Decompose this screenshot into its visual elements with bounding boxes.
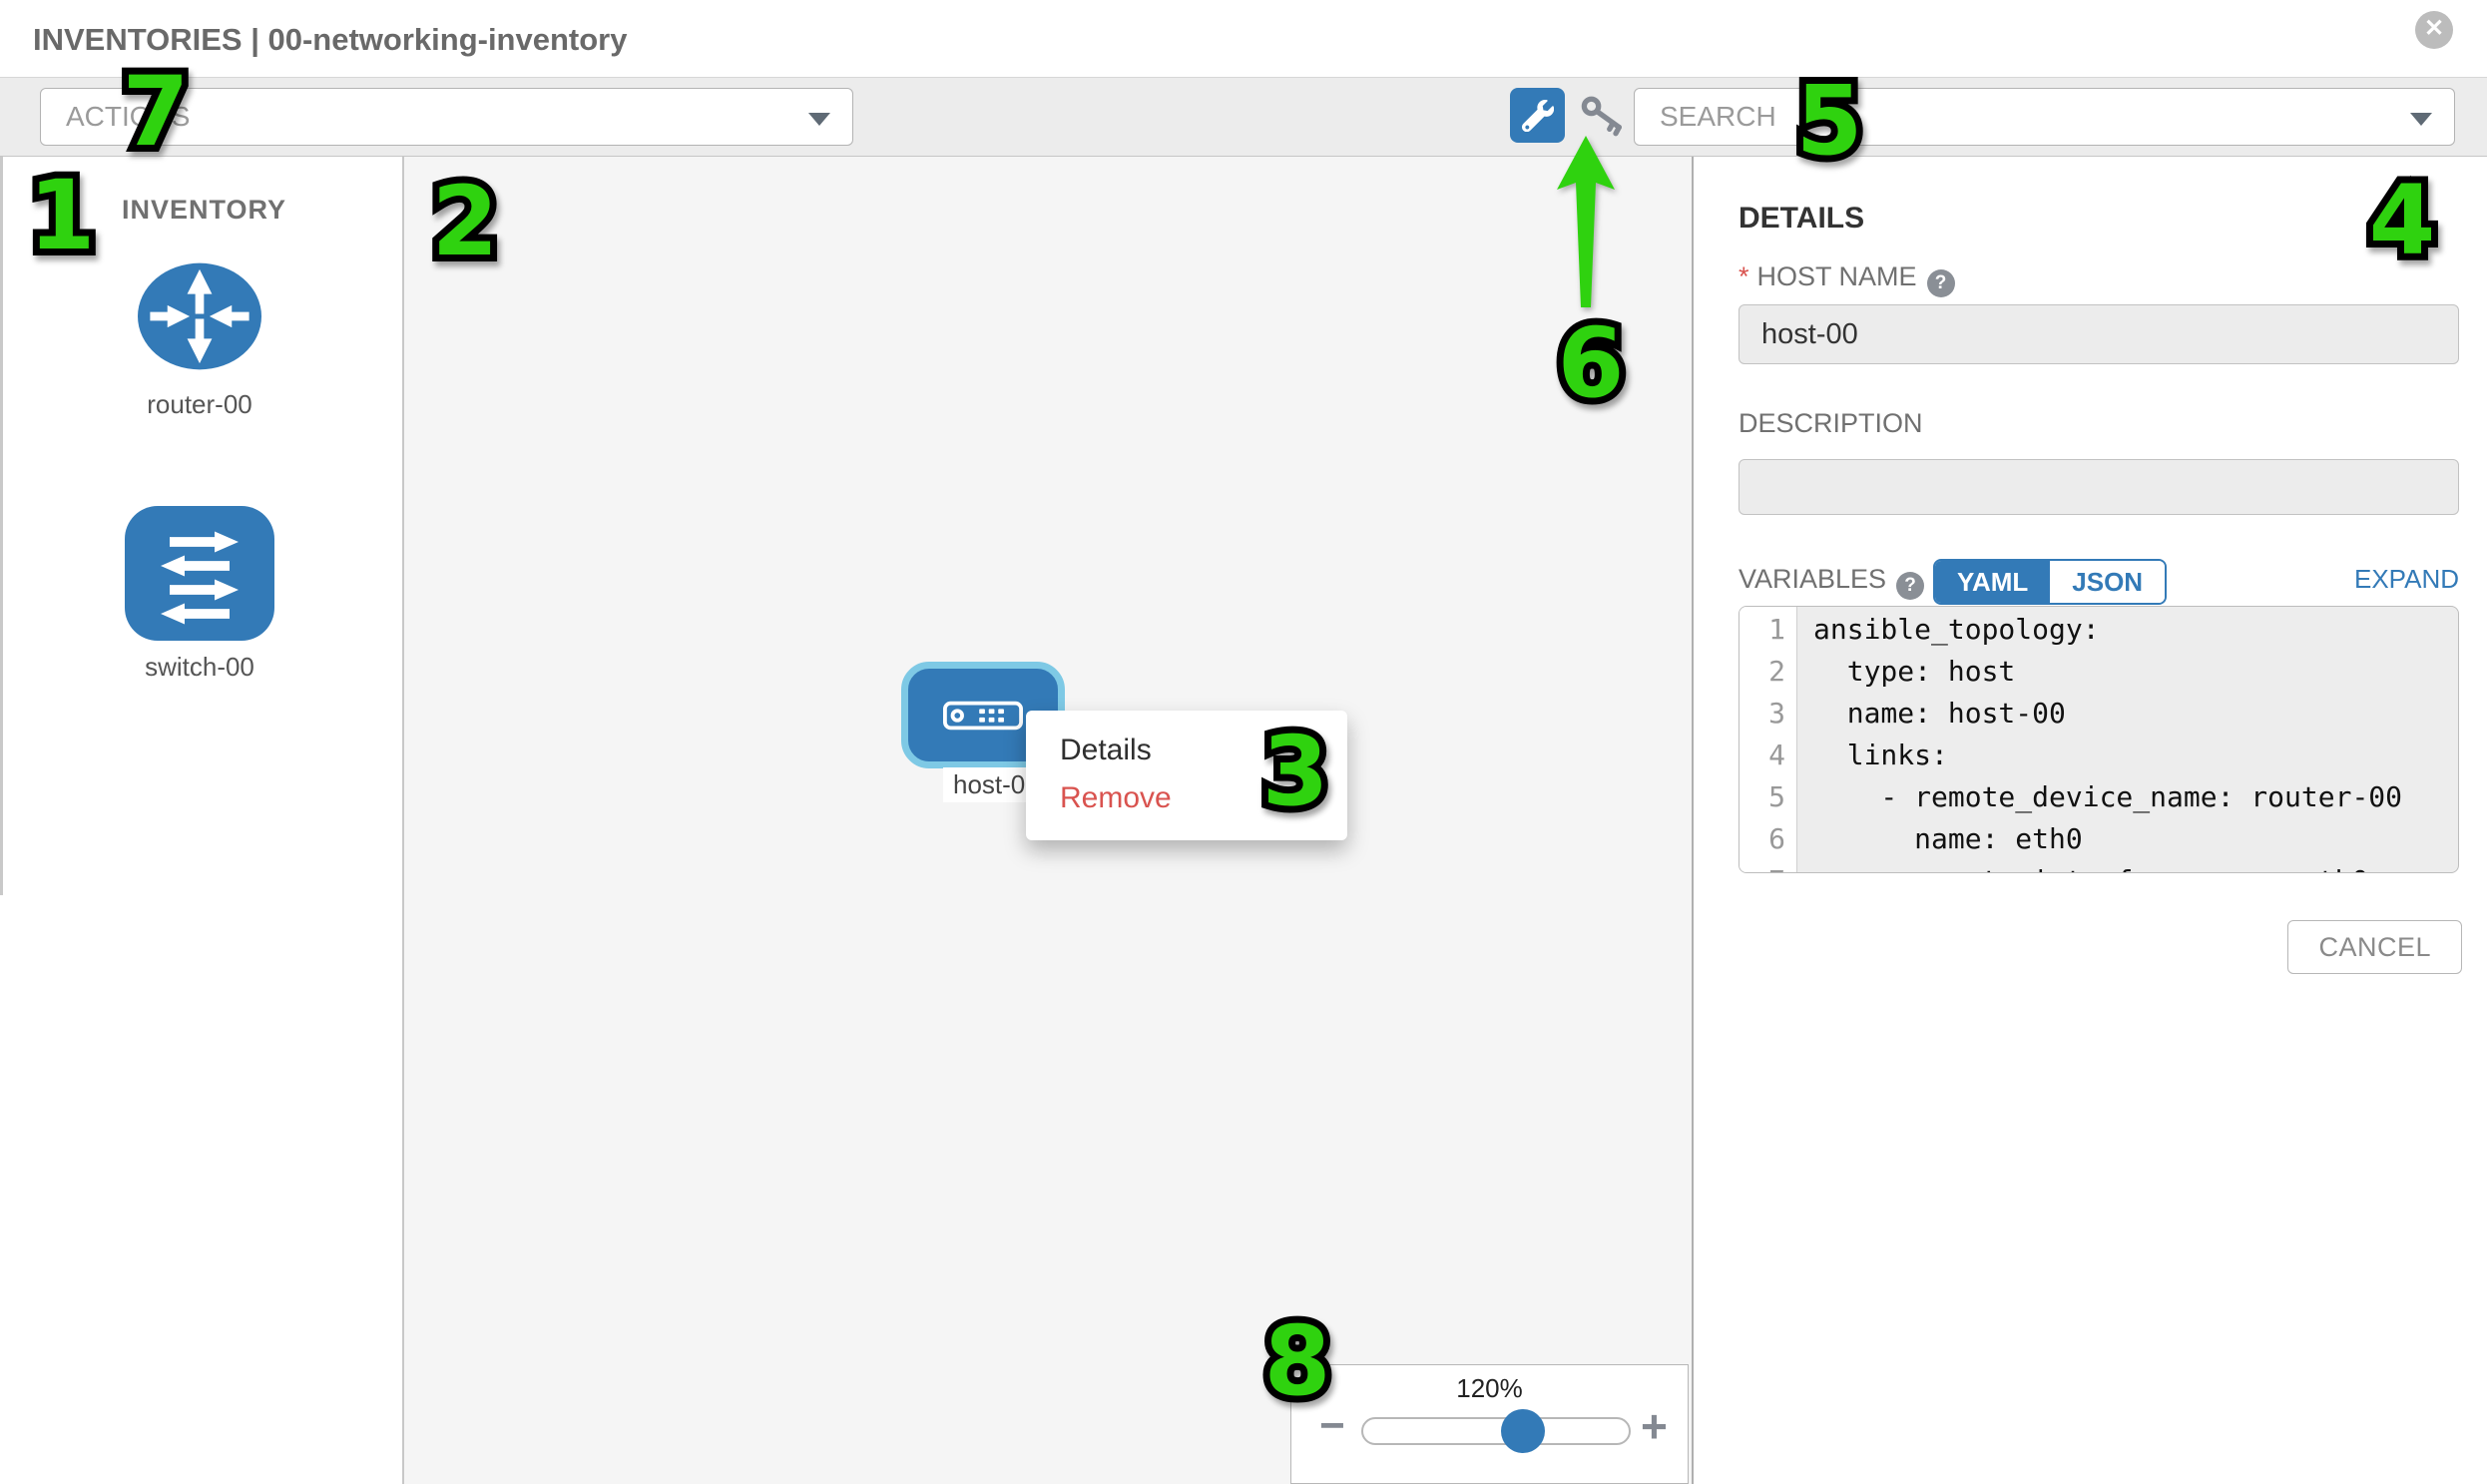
help-icon[interactable]: ?: [1896, 572, 1925, 600]
cancel-button[interactable]: CANCEL: [2287, 920, 2462, 974]
variables-label: VARIABLES?: [1739, 564, 1925, 600]
expand-link[interactable]: EXPAND: [2354, 564, 2459, 594]
code-line: 3 name: host-00: [1768, 697, 2066, 730]
host-icon: [943, 701, 1023, 730]
switch-icon: [125, 506, 274, 641]
inventory-sidebar: INVENTORY router-00: [0, 157, 404, 1484]
title-bar: INVENTORIES | 00-networking-inventory ✕: [0, 0, 2487, 78]
wrench-icon: [1521, 99, 1554, 132]
variables-format-toggle: YAML JSON: [1933, 559, 2168, 605]
key-icon: [1581, 96, 1622, 137]
device-label: switch-00: [145, 652, 254, 682]
description-label: DESCRIPTION: [1739, 408, 1923, 438]
host-name-label: * HOST NAME?: [1739, 261, 1955, 297]
toolbar: ACTIONS SEARCH: [0, 78, 2487, 157]
zoom-slider-track[interactable]: [1361, 1409, 1631, 1453]
required-asterisk: *: [1739, 261, 1749, 291]
chevron-down-icon: [2410, 113, 2432, 126]
link-key-button[interactable]: [1581, 94, 1627, 138]
toolbar-tools-button[interactable]: [1510, 88, 1565, 143]
context-menu: Details Remove: [1026, 711, 1347, 840]
chevron-down-icon: [808, 113, 830, 126]
description-field[interactable]: [1739, 459, 2459, 515]
zoom-slider-thumb[interactable]: [1501, 1409, 1545, 1453]
code-line: 6 name: eth0: [1768, 822, 2083, 855]
close-icon[interactable]: ✕: [2415, 11, 2453, 49]
code-line: 5 - remote_device_name: router-00: [1768, 780, 2403, 813]
sidebar-item-router-00[interactable]: router-00: [125, 254, 274, 420]
code-line: 7 remote_interface_name: eth0: [1740, 864, 2458, 872]
device-label: router-00: [147, 389, 252, 419]
zoom-out-button[interactable]: −: [1319, 1401, 1345, 1450]
page-title: INVENTORIES | 00-networking-inventory: [33, 22, 628, 57]
yaml-toggle-button[interactable]: YAML: [1935, 561, 2051, 603]
search-dropdown[interactable]: SEARCH: [1634, 88, 2455, 146]
zoom-widget: 120% − +: [1290, 1364, 1689, 1484]
search-placeholder: SEARCH: [1660, 101, 1776, 132]
editor-gutter: [1740, 607, 1797, 872]
actions-dropdown-label: ACTIONS: [66, 101, 191, 132]
help-icon[interactable]: ?: [1926, 269, 1955, 297]
inventory-heading: INVENTORY: [122, 195, 287, 225]
topology-canvas[interactable]: host-00 Details Remove 120% − +: [404, 157, 1694, 1484]
host-name-field[interactable]: [1739, 304, 2459, 364]
details-panel: DETAILS *HOST NAME? DESCRIPTION VARIABLE…: [1694, 157, 2487, 1484]
variables-code-editor[interactable]: 1 ansible_topology: 2 type: host 3 name: …: [1739, 606, 2459, 873]
zoom-level-value: 120%: [1456, 1373, 1523, 1403]
json-toggle-button[interactable]: JSON: [2050, 561, 2166, 603]
code-line: 2 type: host: [1768, 655, 2016, 688]
context-menu-item-remove[interactable]: Remove: [1060, 781, 1172, 814]
details-heading: DETAILS: [1739, 202, 1865, 235]
context-menu-item-details[interactable]: Details: [1060, 734, 1152, 766]
main-content: INVENTORY router-00: [0, 157, 2487, 1484]
code-line: 4 links:: [1768, 739, 1948, 771]
code-line: 1 ansible_topology:: [1768, 613, 2100, 646]
sidebar-item-switch-00[interactable]: switch-00: [125, 506, 274, 683]
zoom-in-button[interactable]: +: [1641, 1400, 1668, 1452]
router-icon: [138, 262, 261, 370]
actions-dropdown[interactable]: ACTIONS: [40, 88, 853, 146]
sidebar-left-edge: [0, 157, 3, 895]
